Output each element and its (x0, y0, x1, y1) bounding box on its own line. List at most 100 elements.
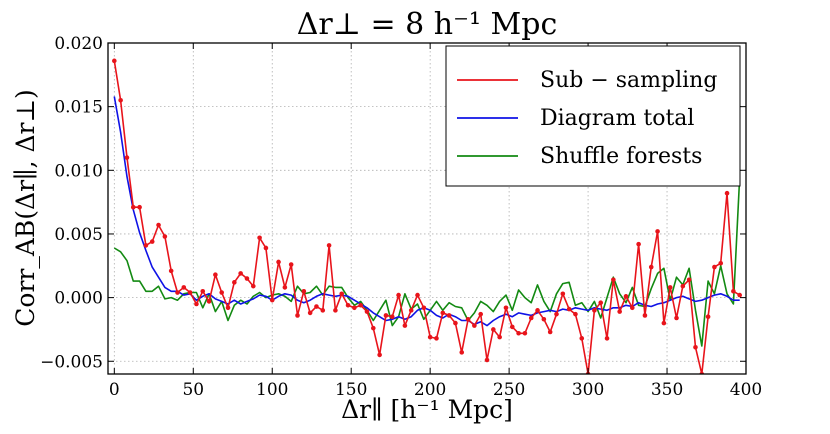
data-point-sub-sampling (731, 288, 736, 294)
data-point-sub-sampling (389, 314, 395, 320)
data-point-sub-sampling (446, 313, 452, 318)
series-line-diagram-total (113, 96, 740, 327)
axis-ticks: 0 50 100 150 200 250 300 350 400 −0.005 0.000 0.005… (40, 34, 762, 400)
data-point-sub-sampling (314, 304, 319, 309)
data-point-sub-sampling (547, 329, 553, 335)
data-point-sub-sampling (352, 305, 357, 311)
data-point-sub-sampling (269, 297, 275, 303)
data-point-sub-sampling (345, 302, 351, 308)
data-point-sub-sampling (516, 330, 521, 336)
data-point-sub-sampling (383, 313, 389, 318)
data-point-sub-sampling (573, 311, 578, 317)
data-point-sub-sampling (636, 241, 641, 247)
data-point-sub-sampling (686, 277, 692, 283)
data-point-sub-sampling (358, 302, 363, 308)
data-point-sub-sampling (453, 320, 458, 326)
data-point-sub-sampling (181, 285, 187, 290)
data-point-sub-sampling (503, 305, 509, 311)
data-point-sub-sampling (206, 299, 212, 304)
data-point-sub-sampling (282, 285, 288, 290)
x-tick-label: 200 (414, 380, 446, 400)
data-point-sub-sampling (250, 283, 256, 289)
data-point-sub-sampling (421, 305, 427, 311)
data-point-sub-sampling (655, 229, 660, 234)
data-point-sub-sampling (118, 97, 123, 103)
data-point-sub-sampling (427, 334, 433, 340)
data-point-sub-sampling (377, 352, 382, 358)
legend-label: Sub − sampling (540, 68, 717, 93)
data-point-sub-sampling (497, 334, 502, 340)
data-point-sub-sampling (156, 222, 161, 228)
data-point-sub-sampling (143, 243, 149, 248)
data-point-sub-sampling (137, 204, 142, 210)
data-point-sub-sampling (339, 291, 345, 297)
data-point-sub-sampling (718, 260, 724, 266)
legend: Sub − sampling Diagram total Shuffle fores… (445, 45, 741, 187)
legend-box (445, 45, 741, 187)
data-point-sub-sampling (478, 311, 483, 317)
series-line-shuffle-forests (113, 176, 741, 347)
x-tick-label: 250 (493, 380, 525, 400)
x-tick-label: 350 (651, 380, 683, 400)
data-point-sub-sampling (301, 288, 307, 294)
data-point-sub-sampling (522, 330, 528, 336)
data-point-sub-sampling (528, 315, 534, 321)
y-tick-label: 0.010 (54, 161, 103, 181)
data-point-sub-sampling (288, 262, 294, 267)
series-layer (112, 58, 742, 374)
data-point-sub-sampling (307, 310, 313, 316)
data-point-sub-sampling (724, 190, 730, 196)
x-tick-label: 150 (335, 380, 367, 400)
data-point-sub-sampling (623, 294, 629, 299)
data-point-sub-sampling (200, 288, 206, 294)
data-point-sub-sampling (295, 313, 300, 318)
y-tick-label: −0.005 (40, 352, 103, 372)
x-axis-label: Δr∥ [h⁻¹ Mpc] (341, 395, 513, 424)
data-point-sub-sampling (554, 311, 559, 317)
data-point-sub-sampling (232, 280, 237, 285)
data-point-sub-sampling (257, 235, 262, 241)
data-point-sub-sampling (705, 314, 711, 320)
data-point-sub-sampling (604, 336, 610, 341)
data-point-sub-sampling (491, 327, 496, 332)
data-point-sub-sampling (112, 58, 117, 64)
data-point-sub-sampling (667, 285, 673, 290)
y-tick-label: 0.015 (54, 98, 103, 118)
x-tick-label: 50 (182, 380, 204, 400)
plot-frame (107, 42, 747, 375)
x-tick-label: 300 (572, 380, 604, 400)
data-point-sub-sampling (465, 316, 471, 322)
data-point-sub-sampling (661, 320, 667, 326)
data-point-sub-sampling (219, 290, 225, 295)
x-tick-label: 400 (730, 380, 762, 400)
data-point-sub-sampling (579, 336, 585, 341)
data-point-sub-sampling (320, 308, 326, 313)
y-tick-label: 0.020 (54, 34, 103, 54)
data-point-sub-sampling (484, 357, 490, 363)
data-point-sub-sampling (674, 315, 679, 321)
data-point-sub-sampling (263, 245, 269, 251)
x-tick-label: 100 (256, 380, 288, 400)
data-point-sub-sampling (402, 323, 408, 328)
data-point-sub-sampling (566, 306, 572, 312)
chart-title: Δr⊥ = 8 h⁻¹ Mpc (297, 7, 558, 42)
data-point-sub-sampling (326, 243, 332, 248)
data-point-sub-sampling (737, 292, 742, 298)
y-tick-label: 0.005 (54, 225, 103, 245)
data-point-sub-sampling (648, 264, 654, 270)
x-tick-label: 0 (109, 380, 120, 400)
data-point-sub-sampling (175, 290, 180, 295)
data-point-sub-sampling (371, 325, 376, 331)
data-point-sub-sampling (629, 305, 635, 311)
data-point-sub-sampling (712, 264, 717, 270)
data-point-sub-sampling (535, 308, 540, 313)
data-point-sub-sampling (541, 316, 547, 322)
data-point-sub-sampling (149, 239, 155, 244)
data-point-sub-sampling (408, 308, 414, 313)
data-point-sub-sampling (124, 155, 130, 160)
data-point-sub-sampling (459, 350, 465, 355)
data-point-sub-sampling (415, 292, 420, 298)
data-point-sub-sampling (560, 291, 566, 297)
data-point-sub-sampling (440, 310, 446, 316)
